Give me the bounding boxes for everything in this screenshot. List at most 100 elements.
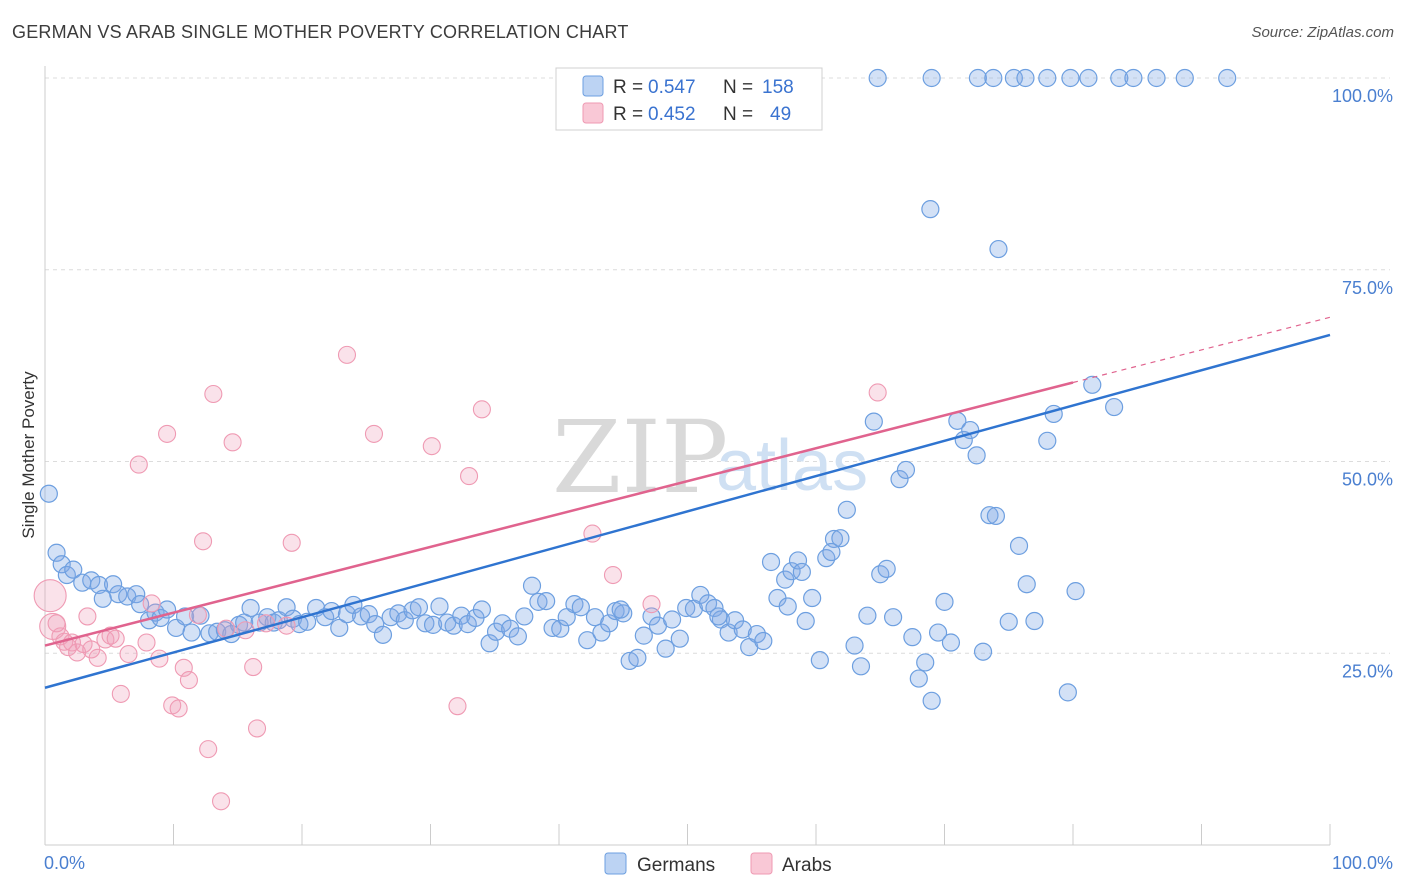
germans-point (662, 610, 682, 629)
germans-point (1038, 68, 1057, 88)
series-arabs (33, 345, 887, 811)
germans-point (896, 460, 916, 480)
germans-point (472, 600, 491, 619)
trend-lines (44, 316, 1331, 689)
germans-point (409, 598, 429, 617)
germans-point (529, 592, 548, 611)
germans-point (277, 598, 296, 617)
germans-point (104, 575, 123, 594)
germans-point (430, 597, 449, 616)
germans-point (39, 484, 58, 503)
arabs-point (422, 437, 441, 456)
germans-point (845, 636, 864, 655)
watermark-zip: ZIP (552, 399, 728, 516)
arabs-point (448, 697, 467, 716)
germans-point (47, 543, 66, 562)
germans-point (968, 68, 988, 88)
arabs-point (868, 383, 887, 402)
germans-point (1066, 582, 1085, 601)
x-tick-label-min: 0.0% (44, 853, 85, 873)
germans-point (389, 604, 408, 623)
y-axis-label: Single Mother Poverty (19, 371, 38, 539)
germans-point (423, 615, 443, 634)
germans-point (922, 68, 941, 88)
germans-point (782, 562, 801, 581)
germans-point (935, 592, 954, 611)
germans-point (989, 239, 1008, 259)
germans-point (986, 506, 1006, 526)
germans-point (628, 648, 647, 667)
germans-point (778, 597, 797, 616)
germans-point (967, 446, 986, 465)
arabs-point (106, 629, 125, 648)
legend-r-label-germans: R = (613, 77, 643, 98)
arabs-point (282, 533, 301, 552)
germans-point (858, 606, 877, 625)
germans-point (634, 626, 653, 645)
germans-point (903, 628, 922, 647)
legend-swatch-arabs (582, 102, 604, 124)
bottom-legend-arabs: Arabs (782, 855, 832, 876)
germans-trend-line (44, 333, 1331, 689)
germans-point (890, 470, 909, 489)
germans-point (822, 542, 841, 562)
germans-point (984, 68, 1003, 88)
bottom-legend: Germans Arabs (604, 852, 832, 876)
germans-point (698, 594, 718, 613)
germans-point (1009, 536, 1029, 555)
arabs-point (472, 400, 491, 419)
watermark: ZIP atlas (552, 399, 868, 516)
germans-point (571, 598, 590, 617)
germans-point (89, 575, 109, 595)
y-tick-label: 25.0% (1342, 661, 1393, 681)
germans-point (241, 598, 260, 618)
germans-point (761, 552, 781, 572)
y-tick-label: 75.0% (1342, 278, 1393, 298)
germans-point (803, 588, 822, 608)
germans-point (1038, 431, 1057, 450)
germans-point (909, 669, 928, 688)
grid (45, 77, 1390, 654)
y-tick-label: 50.0% (1342, 470, 1393, 490)
arabs-point (88, 648, 107, 667)
arabs-point (111, 684, 130, 703)
legend-n-value-germans: 158 (762, 77, 794, 98)
legend-n-label-arabs: N = (723, 104, 753, 125)
watermark-atlas: atlas (716, 426, 868, 506)
chart-title: GERMAN VS ARAB SINGLE MOTHER POVERTY COR… (12, 22, 629, 42)
arabs-point (642, 595, 661, 614)
germans-point (1025, 611, 1044, 631)
arabs-point (204, 384, 223, 404)
legend-n-value-arabs: 49 (770, 104, 791, 125)
germans-point (64, 560, 83, 579)
germans-point (551, 619, 570, 638)
germans-point (656, 639, 675, 658)
legend-n-label-germans: N = (723, 77, 753, 98)
germans-point (916, 653, 935, 672)
germans-point (592, 623, 611, 642)
x-tick-label-max: 100.0% (1332, 853, 1393, 873)
arabs-point (603, 565, 623, 585)
germans-point (501, 619, 520, 638)
legend: R = 0.547 N = 158 R = 0.452 N = 49 (555, 67, 823, 131)
germans-point (792, 562, 811, 582)
axes (44, 66, 1331, 846)
germans-point (864, 412, 883, 431)
germans-point (921, 200, 940, 219)
germans-point (1124, 68, 1143, 88)
germans-point (868, 68, 887, 88)
germans-point (831, 529, 850, 548)
germans-point (522, 576, 542, 595)
germans-point (670, 629, 689, 648)
arabs-point (78, 607, 97, 626)
germans-point (928, 623, 948, 642)
germans-point (93, 589, 112, 608)
germans-point (810, 651, 829, 670)
germans-point (999, 612, 1018, 631)
germans-point (1175, 68, 1194, 88)
germans-point (1218, 68, 1237, 88)
germans-point (1079, 68, 1098, 88)
germans-point (1083, 375, 1102, 394)
germans-point (1147, 68, 1166, 88)
